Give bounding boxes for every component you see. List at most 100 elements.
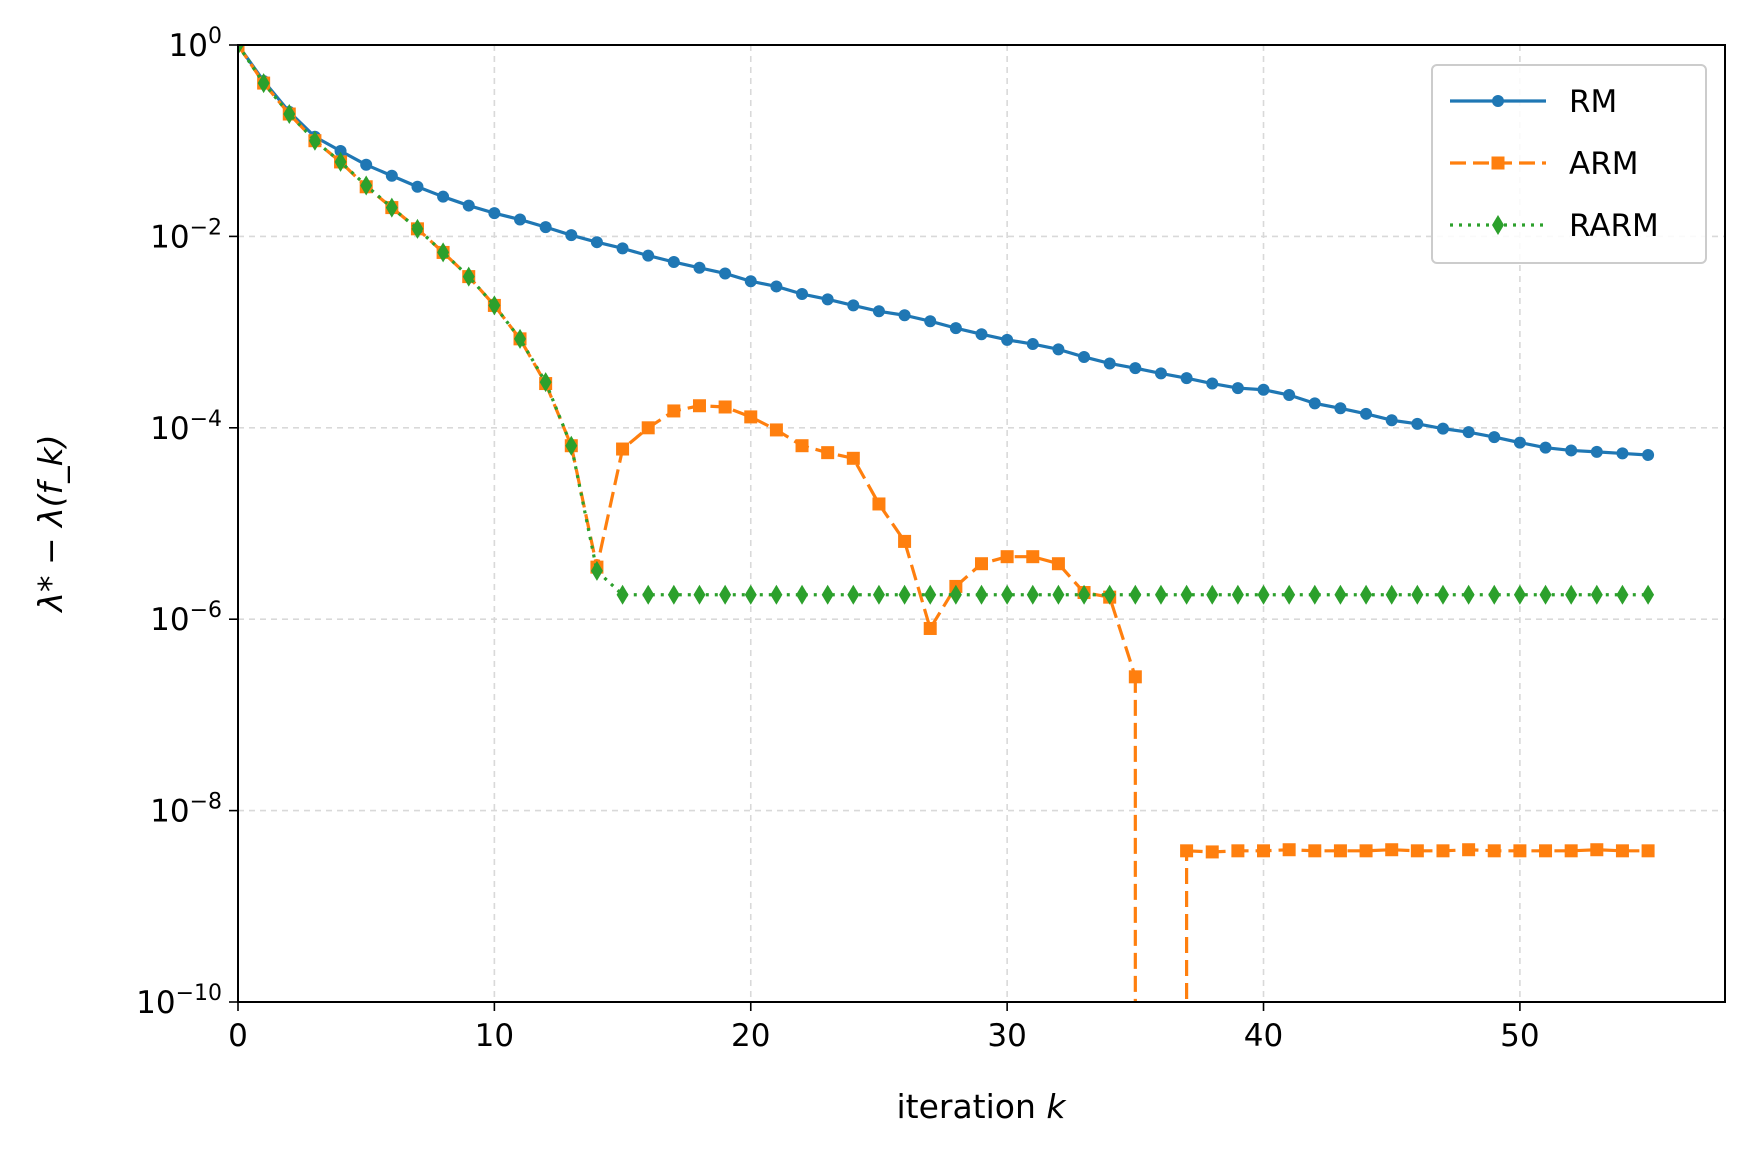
data-point	[1333, 844, 1347, 858]
data-point	[796, 288, 809, 301]
data-point	[1052, 343, 1065, 356]
series-rarm	[238, 45, 1655, 605]
data-point	[1641, 844, 1655, 858]
data-point	[1462, 426, 1475, 439]
x-tick-label: 0	[228, 1018, 248, 1054]
data-point	[1436, 844, 1450, 858]
y-tick-label: 10−8	[150, 790, 222, 830]
data-point	[360, 158, 373, 171]
data-point	[1360, 584, 1373, 605]
data-point	[437, 190, 450, 203]
x-tick-label: 40	[1244, 1018, 1283, 1054]
data-point	[1590, 584, 1603, 605]
data-point	[1513, 436, 1526, 449]
y-tick-label: 100	[169, 24, 222, 64]
data-point	[1436, 422, 1449, 435]
data-point	[616, 584, 629, 605]
y-tick-label: 10−2	[150, 215, 222, 255]
data-point	[796, 584, 809, 605]
y-tick-label: 10−4	[150, 407, 222, 447]
data-point	[821, 293, 834, 306]
legend-entry-rarm: RARM	[1450, 208, 1659, 244]
data-point	[898, 584, 911, 605]
data-point	[1231, 584, 1244, 605]
data-point	[1539, 844, 1553, 858]
legend-marker	[1492, 95, 1504, 107]
data-point	[1411, 417, 1424, 430]
data-point	[1051, 557, 1065, 571]
data-point	[1590, 445, 1603, 458]
data-point	[1283, 389, 1296, 402]
data-point	[1642, 584, 1655, 605]
data-point	[898, 534, 912, 548]
data-point	[539, 372, 552, 393]
data-point	[975, 557, 988, 571]
data-point	[1154, 584, 1167, 605]
data-point	[488, 207, 501, 220]
series-layer	[238, 45, 1655, 1002]
data-point	[462, 199, 475, 212]
data-point	[283, 104, 296, 125]
data-point	[565, 229, 578, 242]
data-point	[693, 584, 706, 605]
data-point	[846, 451, 860, 465]
data-point	[1565, 584, 1578, 605]
data-point	[1642, 448, 1655, 461]
data-point	[642, 584, 655, 605]
data-point	[898, 309, 911, 322]
data-point	[462, 266, 475, 287]
data-point	[1564, 844, 1578, 858]
data-point	[847, 299, 860, 312]
data-point	[872, 497, 886, 511]
data-point	[1026, 584, 1039, 605]
data-point	[1334, 584, 1347, 605]
axes: 0 10 20 30 40 50 100 10−2 10−4 10−6 10−8 10−10	[136, 24, 1540, 1054]
legend: RM ARM RARM	[1431, 64, 1707, 264]
data-point	[1078, 350, 1091, 363]
data-point	[238, 45, 244, 55]
data-point	[1206, 584, 1219, 605]
data-point	[872, 305, 885, 318]
legend-box	[1431, 64, 1707, 264]
data-point	[949, 584, 962, 605]
data-point	[308, 130, 321, 151]
data-point	[744, 410, 758, 424]
legend-label: RM	[1569, 84, 1617, 120]
data-point	[642, 249, 655, 262]
data-point	[1103, 357, 1116, 370]
data-point	[1410, 844, 1424, 858]
series-line	[238, 45, 1649, 597]
data-point	[744, 275, 757, 288]
data-point	[1513, 844, 1527, 858]
data-point	[1231, 382, 1244, 395]
data-point	[1385, 584, 1398, 605]
axis-labels: iteration k λ* − λ(f_k)	[31, 434, 1067, 1126]
data-point	[1436, 584, 1449, 605]
data-point	[1078, 584, 1091, 605]
data-point	[1539, 584, 1552, 605]
data-point	[334, 145, 347, 158]
data-point	[1565, 444, 1578, 457]
data-point	[257, 73, 270, 94]
data-point	[770, 280, 783, 293]
data-point	[1205, 845, 1219, 859]
data-point	[1052, 584, 1065, 605]
data-point	[1615, 844, 1629, 858]
data-point	[1257, 383, 1270, 396]
grid	[237, 45, 1725, 1002]
x-tick-label: 10	[475, 1018, 514, 1054]
data-point	[641, 421, 655, 435]
data-point	[667, 256, 680, 269]
y-tick-label: 10−6	[150, 598, 222, 638]
data-point	[539, 221, 552, 234]
data-point	[590, 560, 603, 581]
data-point	[1334, 402, 1347, 415]
data-point	[1180, 372, 1193, 385]
data-point	[385, 197, 398, 218]
data-point	[1462, 843, 1476, 857]
legend-entry-rm: RM	[1450, 84, 1617, 120]
data-point	[1616, 447, 1629, 460]
data-point	[1487, 844, 1501, 858]
data-point	[1026, 338, 1039, 351]
